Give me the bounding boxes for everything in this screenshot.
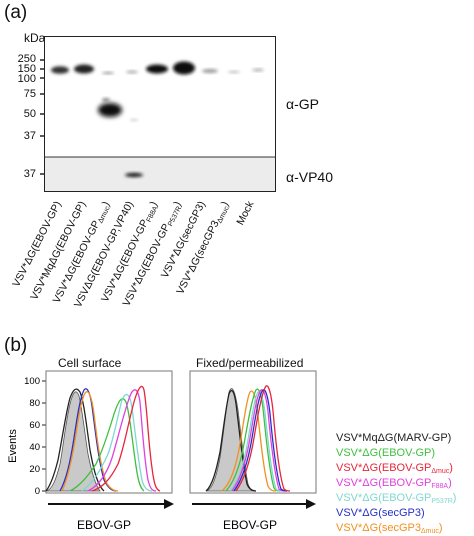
band-lane8-faint [228, 70, 240, 74]
band-lane7-faint [202, 69, 218, 73]
band-lane4-vp40 [125, 172, 143, 178]
x-axis-label-right: EBOV-GP [223, 518, 277, 532]
legend-item-secgp3: VSV*ΔG(secGP3) [336, 507, 425, 519]
marker-250: 250 [17, 53, 36, 65]
marker-150: 150 [17, 63, 36, 75]
marker-75: 75 [23, 88, 36, 100]
vp40-strip [45, 157, 275, 191]
band-lane6-gp [173, 61, 195, 75]
flow-histograms: Events 100 80 60 40 20 0 [7, 370, 317, 532]
x-axis-label-left: EBOV-GP [77, 518, 131, 532]
band-lane4-faint [126, 70, 138, 74]
y-axis-label: Events [7, 429, 19, 463]
legend-item-ebov-gp: VSV*ΔG(EBOV-GP) [336, 447, 436, 459]
marker-37: 37 [23, 130, 36, 142]
fixed-permeabilized-title: Fixed/permeabilized [196, 356, 304, 370]
svg-text:40: 40 [29, 442, 40, 453]
marker-100: 100 [17, 73, 36, 85]
antibody-gp-label: α-GP [286, 96, 319, 112]
band-lane5-gp [146, 64, 168, 74]
fixed-permeabilized-plot [189, 370, 317, 494]
svg-text:20: 20 [29, 464, 40, 475]
svg-text:80: 80 [29, 398, 40, 409]
legend-item-dmuc: VSV*ΔG(EBOV-GPΔmuc) [336, 462, 453, 475]
cell-surface-title: Cell surface [58, 356, 122, 370]
band-lane3-dmuc [98, 103, 122, 117]
y-tick-labels: 100 80 60 40 20 0 [24, 376, 40, 497]
band-lane2-gp [74, 64, 94, 74]
legend-item-p537r: VSV*ΔG(EBOV-GPP537R) [336, 492, 457, 505]
legend-item-f88a: VSV*ΔG(EBOV-GPF88A) [336, 477, 452, 490]
lane-label-9: Mock [234, 199, 257, 228]
western-blot [44, 36, 276, 192]
svg-text:60: 60 [29, 420, 40, 431]
marker-50: 50 [23, 108, 36, 120]
svg-text:100: 100 [24, 376, 40, 387]
panel-b-letter: (b) [4, 335, 28, 356]
band-lane9-faint [252, 68, 264, 72]
cell-surface-plot [45, 370, 173, 494]
marker-37-lower: 37 [23, 168, 36, 180]
antibody-vp40-label: α-VP40 [286, 169, 334, 185]
legend-item-secgp3-dmuc: VSV*ΔG(secGP3Δmuc) [336, 522, 443, 535]
kda-label: kDa [24, 31, 46, 45]
band-lane3-faint [102, 71, 114, 75]
band-lane1-gp [51, 66, 69, 74]
legend-item-marv: VSV*MqΔG(MARV-GP) [336, 432, 452, 444]
panel-a-letter: (a) [4, 2, 28, 23]
svg-text:0: 0 [35, 486, 40, 497]
